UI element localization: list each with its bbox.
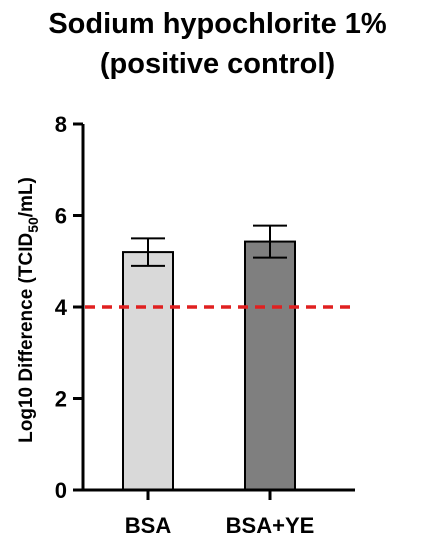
y-tick-label: 0: [55, 478, 67, 503]
chart-title-line-1: Sodium hypochlorite 1%: [48, 8, 387, 40]
y-tick-label: 4: [55, 295, 68, 320]
chart-title-line-2: (positive control): [99, 48, 336, 80]
y-axis-label-subscript: 50: [25, 217, 41, 233]
bar-bsa: [122, 251, 174, 491]
x-category-label: BSA+YE: [226, 513, 315, 538]
y-tick-label: 6: [55, 204, 67, 229]
y-tick-label: 8: [55, 112, 67, 137]
bar-bsa-ye: [244, 240, 296, 491]
y-axis-label-end: /mL): [16, 177, 37, 217]
y-tick-label: 2: [55, 387, 67, 412]
x-category-label: BSA: [125, 513, 172, 538]
y-axis-label-main: Log10 Difference (TCID: [16, 233, 37, 443]
y-axis-label: Log10 Difference (TCID50/mL): [16, 177, 41, 443]
plot-area: 0 2 4 6 8 BSA BSA+YE: [55, 112, 355, 538]
